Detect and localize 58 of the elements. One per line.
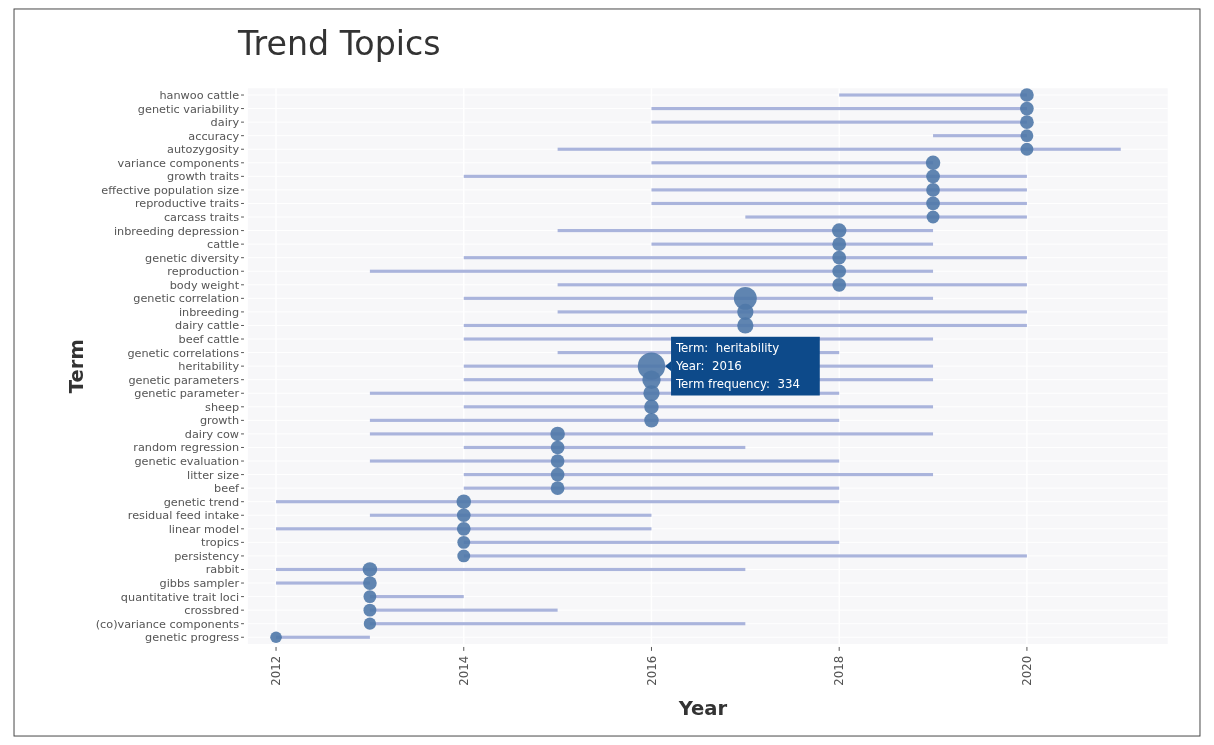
y-tick-label: genetic variability [137,102,240,116]
chart-title: Trend Topics [237,23,441,63]
y-tick-label: genetic parameter [134,387,240,401]
bar [557,310,1027,314]
bar [557,229,934,233]
y-tick-label: dairy cattle [175,319,240,333]
y-tick-label: hanwoo cattle [159,88,240,102]
bar [463,296,934,300]
y-tick-label: persistency [174,549,240,563]
bar [369,418,840,422]
y-tick-label: body weight [169,278,240,292]
y-tick-label: genetic parameters [128,373,240,387]
x-tick-label: 2020 [1020,655,1035,686]
y-tick-label: genetic correlation [133,292,240,306]
y-tick-label: beef [214,482,241,496]
bar [369,432,934,436]
y-tick-label: litter size [187,468,240,482]
y-tick-label: heritability [178,360,240,374]
y-tick-label: autozygosity [167,143,240,157]
y-tick-label: growth [199,414,240,428]
x-axis-title: Year [677,697,728,721]
y-tick-label: tropics [201,536,240,550]
y-tick-label: inbreeding depression [113,224,240,238]
y-tick-label: genetic evaluation [134,454,240,468]
y-tick-label: variance components [117,156,240,170]
x-tick-label: 2014 [456,655,471,686]
y-tick-label: inbreeding [178,305,240,319]
y-tick-label: accuracy [188,129,240,143]
y-tick-label: genetic progress [145,631,240,645]
y-tick-label: carcass traits [163,210,240,224]
y-tick-label: growth traits [167,170,240,184]
y-tick-label: linear model [168,522,240,536]
y-tick-label: sheep [205,400,240,414]
y-tick-label: reproductive traits [134,197,240,211]
annotation: Term: heritability Year: 2016 Term frequency: 334 [674,341,800,391]
y-tick-label: effective population size [101,183,240,197]
y-tick-label: cattle [207,238,240,252]
y-tick-label: crossbred [184,604,240,618]
bar [463,256,1027,260]
y-axis-title: Term [65,339,89,394]
y-tick-label: dairy [210,116,240,130]
y-tick-label: beef cattle [178,332,240,346]
x-tick-label: 2012 [269,655,284,686]
y-tick-label: quantitative trait loci [120,590,240,604]
bar [276,500,840,504]
y-tick-label: reproduction [167,265,240,279]
y-tick-label: gibbs sampler [159,576,240,590]
x-tick-label: 2016 [644,655,659,686]
y-tick-label: rabbit [205,563,240,577]
y-tick-label: residual feed intake [127,509,240,523]
y-tick-label: (co)variance components [95,617,240,631]
y-tick-label: random regression [133,441,240,455]
bar [463,405,934,409]
y-tick-label: genetic trend [163,495,240,509]
x-tick-label: 2018 [832,655,847,686]
y-tick-label: genetic correlations [127,346,240,360]
y-tick-label: dairy cow [184,427,240,441]
y-tick-label: genetic diversity [145,251,240,265]
